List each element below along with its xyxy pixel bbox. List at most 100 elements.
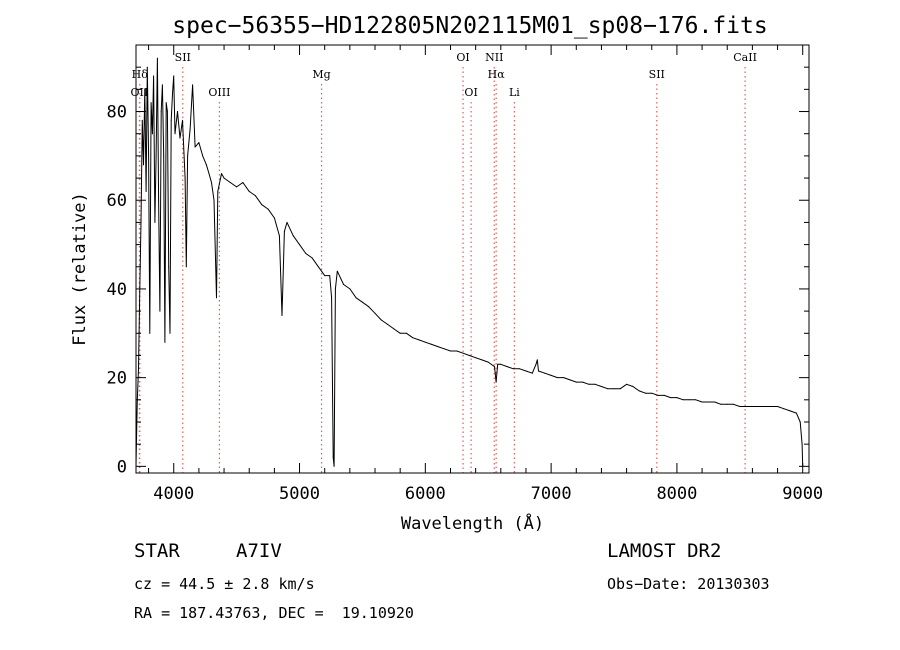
spectrum-point xyxy=(594,383,596,385)
spectrum-point xyxy=(189,128,191,130)
spectrum-point xyxy=(143,164,144,166)
series-layer xyxy=(135,57,804,467)
spectrum-point xyxy=(155,155,157,157)
survey-name: LAMOST DR2 xyxy=(607,540,722,562)
line-marker-label: Li xyxy=(509,86,520,99)
spectrum-point xyxy=(202,155,204,157)
x-tick-label: 9000 xyxy=(782,484,823,504)
spectrum-point xyxy=(733,403,734,405)
spectrum-point xyxy=(208,173,210,175)
spectrum-chart: spec−56355−HD122805N202115M01_sp08−176.f… xyxy=(70,13,823,534)
spectrum-point xyxy=(544,372,546,374)
spectrum-point xyxy=(216,297,217,299)
spectrum-point xyxy=(149,332,151,334)
spectrum-point xyxy=(355,297,357,299)
spectrum-point xyxy=(236,186,238,188)
object-class: STAR xyxy=(134,540,180,562)
spectrum-point xyxy=(801,443,803,445)
y-tick-label: 20 xyxy=(107,369,127,389)
redshift-velocity: cz = 44.5 ± 2.8 km/s xyxy=(134,575,315,593)
spectrum-point xyxy=(192,84,194,86)
line-marker-label: SII xyxy=(649,68,665,81)
line-marker-label: NII xyxy=(485,51,503,64)
spectrum-point xyxy=(229,182,231,183)
spectrum-point xyxy=(324,275,326,277)
spectrum-point xyxy=(519,368,521,370)
spectrum-point xyxy=(336,270,338,272)
spectrum-point xyxy=(777,406,779,407)
spectrum-point xyxy=(582,381,584,383)
spectrum-point xyxy=(506,366,508,368)
x-axis-label: Wavelength (Å) xyxy=(401,512,544,534)
spectrum-point xyxy=(205,164,207,166)
plot-frame xyxy=(135,44,810,474)
spectrum-point xyxy=(418,339,420,341)
spectrum-point xyxy=(424,341,426,343)
y-tick-label: 80 xyxy=(107,103,127,123)
spectrum-point xyxy=(156,57,158,59)
spectrum-point xyxy=(707,401,709,403)
spectrum-point xyxy=(495,381,497,383)
spectrum-point xyxy=(770,406,772,407)
spectrum-point xyxy=(443,348,445,350)
y-tick-label: 0 xyxy=(117,457,127,477)
spectrum-point xyxy=(332,457,334,458)
spectrum-point xyxy=(151,133,153,135)
spectrum-point xyxy=(536,359,538,361)
spectrum-point xyxy=(657,394,659,396)
spectrum-point xyxy=(701,401,703,403)
spectrum-point xyxy=(333,465,335,467)
spectrum-point xyxy=(783,408,785,410)
spectrum-point xyxy=(368,306,370,308)
spectrum-point xyxy=(607,388,609,390)
spectrum-point xyxy=(194,146,196,148)
spectrum-point xyxy=(613,388,615,390)
spectrum-point xyxy=(538,370,539,372)
spectrum-point xyxy=(626,383,628,385)
spectrum-point xyxy=(535,363,537,365)
spectrum-point xyxy=(331,297,333,299)
spectrum-point xyxy=(676,397,678,399)
spectrum-point xyxy=(393,328,395,330)
spectrum-point xyxy=(160,111,162,112)
spectrum-point xyxy=(563,377,565,379)
spectrum-point xyxy=(158,199,160,201)
spectrum-point xyxy=(179,137,181,139)
spectrum-point xyxy=(273,217,275,219)
line-marker-label: Hα xyxy=(488,68,506,81)
spectrum-point xyxy=(645,392,646,394)
spectrum-point xyxy=(512,368,514,370)
spectrum-point xyxy=(795,412,797,414)
spectrum-point xyxy=(739,406,741,407)
spectrum-point xyxy=(550,374,552,376)
spectrum-point xyxy=(213,199,215,201)
spectrum-point xyxy=(255,195,256,197)
spectrum-point xyxy=(163,155,165,157)
spectrum-point xyxy=(431,343,433,345)
spectrum-point xyxy=(146,66,148,68)
spectrum-point xyxy=(150,102,152,104)
x-tick-label: 7000 xyxy=(531,484,572,504)
spectrum-point xyxy=(500,363,502,365)
spectrum-point xyxy=(154,221,156,223)
spectrum-point xyxy=(349,288,351,290)
spectrum-point xyxy=(670,397,672,399)
spectrum-line xyxy=(135,57,804,467)
spectrum-point xyxy=(726,403,728,405)
spectrum-point xyxy=(569,379,571,381)
line-marker-label: SII xyxy=(175,51,191,64)
spectrum-point xyxy=(450,350,451,352)
spectrum-point xyxy=(281,315,283,316)
spectrum-point xyxy=(329,275,331,277)
spectrum-point xyxy=(242,182,244,183)
spectrum-point xyxy=(468,355,470,356)
x-tick-label: 5000 xyxy=(279,484,320,504)
spectrum-point xyxy=(292,235,294,237)
spectrum-point xyxy=(374,312,376,314)
spectrum-point xyxy=(168,266,170,268)
spectrum-point xyxy=(619,388,621,390)
spectrum-point xyxy=(148,155,150,157)
spectrum-point xyxy=(531,372,533,374)
spectrum-point xyxy=(497,363,499,365)
